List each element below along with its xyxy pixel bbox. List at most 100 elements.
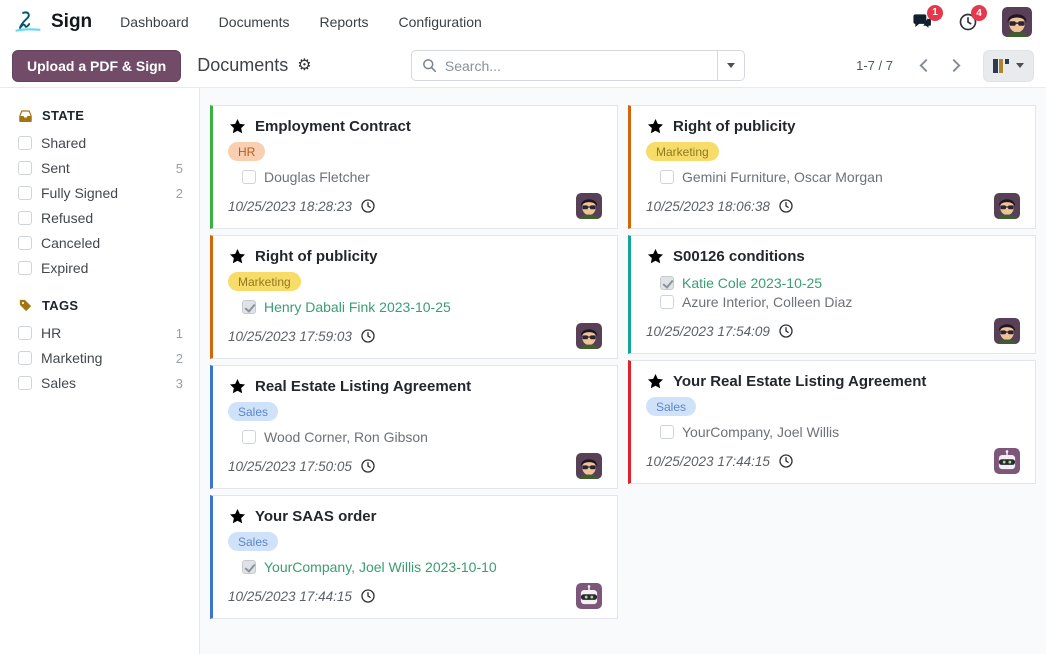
admin-avatar[interactable] bbox=[994, 318, 1020, 344]
clock-icon[interactable] bbox=[360, 328, 376, 344]
menu-reports[interactable]: Reports bbox=[319, 14, 369, 30]
clock-icon[interactable] bbox=[778, 198, 794, 214]
filter-tag-marketing[interactable]: Marketing 2 bbox=[18, 350, 183, 366]
messages-button[interactable]: 1 bbox=[911, 4, 943, 33]
document-title[interactable]: Right of publicity bbox=[673, 118, 796, 135]
filter-label: Fully Signed bbox=[41, 185, 119, 201]
sign-app-logo-icon bbox=[15, 11, 41, 32]
favorite-star-icon[interactable] bbox=[646, 247, 665, 266]
clock-icon[interactable] bbox=[360, 198, 376, 214]
tag-badge[interactable]: HR bbox=[228, 142, 266, 161]
document-title[interactable]: Right of publicity bbox=[255, 248, 378, 265]
favorite-star-icon[interactable] bbox=[646, 372, 665, 391]
menu-dashboard[interactable]: Dashboard bbox=[120, 14, 189, 30]
breadcrumb[interactable]: Documents bbox=[197, 55, 289, 75]
search-input[interactable] bbox=[444, 57, 717, 74]
control-panel: Upload a PDF & Sign Documents ⚙ 1-7 / 7 bbox=[0, 44, 1046, 88]
favorite-star-icon[interactable] bbox=[228, 507, 247, 526]
menu-configuration[interactable]: Configuration bbox=[398, 14, 482, 30]
clock-icon[interactable] bbox=[778, 453, 794, 469]
tag-badge[interactable]: Marketing bbox=[646, 142, 719, 161]
clock-icon[interactable] bbox=[360, 588, 376, 604]
document-card[interactable]: Your SAAS order Sales YourCompany, Joel … bbox=[210, 495, 618, 619]
signer-checkbox[interactable] bbox=[242, 560, 256, 574]
document-title[interactable]: Employment Contract bbox=[255, 118, 411, 135]
activities-button[interactable]: 4 bbox=[958, 5, 987, 32]
tag-badge[interactable]: Sales bbox=[228, 402, 279, 421]
signer-checkbox[interactable] bbox=[242, 300, 256, 314]
signer-checkbox[interactable] bbox=[660, 425, 674, 439]
favorite-star-icon[interactable] bbox=[228, 117, 247, 136]
odoobot-avatar[interactable] bbox=[994, 448, 1020, 474]
filter-tag-hr[interactable]: HR 1 bbox=[18, 325, 183, 341]
document-title[interactable]: Your SAAS order bbox=[255, 508, 377, 525]
tag-badge[interactable]: Sales bbox=[228, 532, 279, 551]
clock-icon[interactable] bbox=[778, 323, 794, 339]
kanban-view-icon bbox=[992, 58, 1009, 73]
filter-checkbox[interactable] bbox=[18, 161, 32, 175]
document-title[interactable]: Real Estate Listing Agreement bbox=[255, 378, 472, 395]
clock-icon[interactable] bbox=[360, 458, 376, 474]
tag-badge[interactable]: Sales bbox=[646, 397, 697, 416]
signer-name: YourCompany, Joel Willis bbox=[682, 424, 840, 440]
pager-next-button[interactable] bbox=[940, 54, 973, 77]
document-title[interactable]: S00126 conditions bbox=[673, 248, 805, 265]
filter-sent[interactable]: Sent 5 bbox=[18, 160, 183, 176]
pager-previous-button[interactable] bbox=[907, 54, 940, 77]
search-filter-toggle[interactable] bbox=[716, 51, 744, 80]
document-card[interactable]: S00126 conditions Katie Cole 2023-10-25 … bbox=[628, 235, 1036, 354]
kanban-column-right: Right of publicity Marketing Gemini Furn… bbox=[628, 105, 1036, 490]
signer-row: YourCompany, Joel Willis 2023-10-10 bbox=[242, 559, 602, 575]
signer-checkbox[interactable] bbox=[660, 295, 674, 309]
filter-refused[interactable]: Refused bbox=[18, 210, 183, 226]
filter-checkbox[interactable] bbox=[18, 351, 32, 365]
app-brand[interactable]: Sign bbox=[14, 10, 92, 34]
favorite-star-icon[interactable] bbox=[228, 377, 247, 396]
signer-checkbox[interactable] bbox=[242, 170, 256, 184]
admin-avatar[interactable] bbox=[576, 453, 602, 479]
filter-expired[interactable]: Expired bbox=[18, 260, 183, 276]
upload-pdf-sign-button[interactable]: Upload a PDF & Sign bbox=[12, 49, 182, 82]
filter-shared[interactable]: Shared bbox=[18, 135, 183, 151]
signer-row: Gemini Furniture, Oscar Morgan bbox=[660, 169, 1020, 185]
signer-checkbox[interactable] bbox=[242, 430, 256, 444]
document-card[interactable]: Right of publicity Marketing Henry Dabal… bbox=[210, 235, 618, 359]
filter-checkbox[interactable] bbox=[18, 211, 32, 225]
filter-checkbox[interactable] bbox=[18, 261, 32, 275]
signer-row: Wood Corner, Ron Gibson bbox=[242, 429, 602, 445]
filter-checkbox[interactable] bbox=[18, 376, 32, 390]
filter-fully-signed[interactable]: Fully Signed 2 bbox=[18, 185, 183, 201]
favorite-star-icon[interactable] bbox=[646, 117, 665, 136]
admin-avatar[interactable] bbox=[576, 193, 602, 219]
menu-documents[interactable]: Documents bbox=[218, 14, 290, 30]
state-section-title: STATE bbox=[42, 108, 85, 123]
document-date: 10/25/2023 17:54:09 bbox=[646, 323, 770, 339]
document-date: 10/25/2023 18:28:23 bbox=[228, 198, 352, 214]
filter-checkbox[interactable] bbox=[18, 136, 32, 150]
filter-checkbox[interactable] bbox=[18, 186, 32, 200]
filter-count: 2 bbox=[175, 185, 183, 201]
document-card[interactable]: Real Estate Listing Agreement Sales Wood… bbox=[210, 365, 618, 489]
filter-canceled[interactable]: Canceled bbox=[18, 235, 183, 251]
document-card[interactable]: Right of publicity Marketing Gemini Furn… bbox=[628, 105, 1036, 229]
filter-tag-sales[interactable]: Sales 3 bbox=[18, 375, 183, 391]
document-card[interactable]: Employment Contract HR Douglas Fletcher … bbox=[210, 105, 618, 229]
filter-checkbox[interactable] bbox=[18, 236, 32, 250]
kanban-column-left: Employment Contract HR Douglas Fletcher … bbox=[210, 105, 618, 625]
filter-checkbox[interactable] bbox=[18, 326, 32, 340]
document-title[interactable]: Your Real Estate Listing Agreement bbox=[673, 373, 927, 390]
search-icon bbox=[412, 58, 445, 73]
odoobot-avatar[interactable] bbox=[576, 583, 602, 609]
signer-checkbox[interactable] bbox=[660, 276, 674, 290]
admin-avatar[interactable] bbox=[576, 323, 602, 349]
user-avatar[interactable] bbox=[1002, 7, 1032, 37]
document-card[interactable]: Your Real Estate Listing Agreement Sales… bbox=[628, 360, 1036, 484]
signer-checkbox[interactable] bbox=[660, 170, 674, 184]
favorite-star-icon[interactable] bbox=[228, 247, 247, 266]
admin-avatar[interactable] bbox=[994, 193, 1020, 219]
view-switcher-button[interactable] bbox=[982, 49, 1034, 82]
tag-badge[interactable]: Marketing bbox=[228, 272, 301, 291]
signer-name: Azure Interior, Colleen Diaz bbox=[682, 294, 853, 310]
gear-icon[interactable]: ⚙ bbox=[297, 56, 312, 74]
signer-row: Henry Dabali Fink 2023-10-25 bbox=[242, 299, 602, 315]
